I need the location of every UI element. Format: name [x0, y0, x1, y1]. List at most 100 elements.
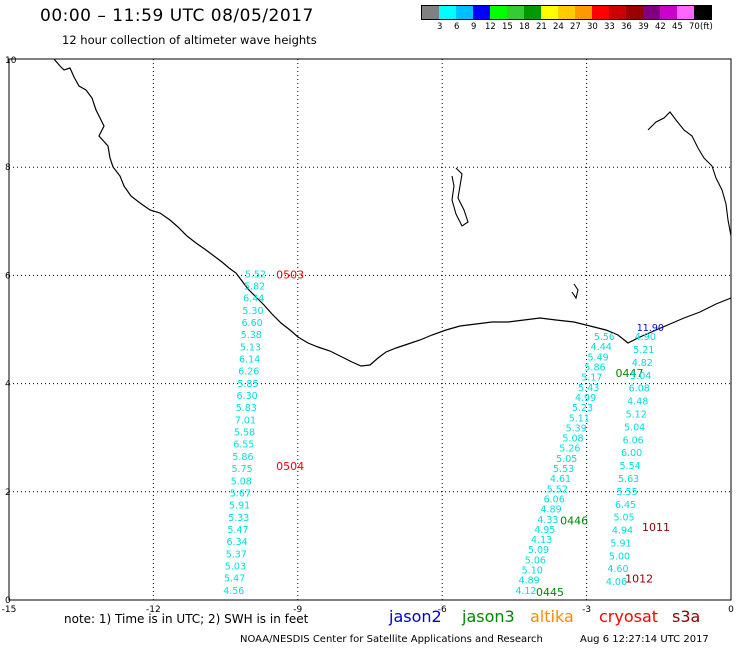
footer-timestamp: Aug 6 12:27:14 UTC 2017	[580, 634, 709, 645]
coastline-island	[451, 167, 469, 227]
wave-height-value: 4.82	[632, 358, 653, 369]
wave-height-value: 6.60	[242, 318, 263, 329]
wave-height-value: 6.55	[233, 440, 254, 451]
color-scale-swatch	[609, 6, 626, 19]
wave-height-value: 4.13	[531, 535, 552, 546]
wave-height-value: 5.05	[556, 454, 577, 465]
color-scale-swatch	[439, 6, 456, 19]
wave-height-value: 5.23	[572, 403, 593, 414]
wave-height-value: 5.67	[230, 488, 251, 499]
wave-height-value: 6.06	[544, 494, 565, 505]
wave-height-value: 6.08	[629, 384, 650, 395]
wave-height-value: 5.63	[618, 474, 639, 485]
wave-height-value: 4.12	[515, 586, 536, 597]
wave-height-value: 5.37	[226, 549, 247, 560]
color-scale-swatch	[456, 6, 473, 19]
wave-height-value: 5.00	[609, 551, 630, 562]
y-tick-label: 0	[5, 596, 11, 606]
color-scale-swatch	[422, 6, 439, 19]
wave-height-value: 5.08	[562, 434, 583, 445]
pass-time-label: 0503	[276, 268, 304, 281]
y-tick-label: 8	[5, 163, 11, 173]
color-scale-label: 6	[454, 22, 460, 32]
pass-time-label: 0447	[615, 367, 643, 380]
satellite-legend-cryosat: cryosat	[599, 607, 659, 626]
color-scale-label: 18	[519, 22, 530, 32]
color-scale-swatch	[694, 6, 711, 19]
wave-height-value: 6.00	[621, 448, 642, 459]
color-scale-label: 9	[471, 22, 477, 32]
wave-height-value: 5.08	[231, 476, 252, 487]
color-scale-label: 24	[553, 22, 564, 32]
wave-height-value: 6.30	[237, 391, 258, 402]
wave-height-value: 5.11	[569, 413, 590, 424]
chart-subtitle: 12 hour collection of altimeter wave hei…	[62, 33, 317, 47]
wave-height-value: 4.89	[540, 505, 561, 516]
color-scale-swatch	[677, 6, 694, 19]
color-scale-label: 21	[536, 22, 547, 32]
wave-height-value: 5.75	[232, 464, 253, 475]
color-scale-label: 30	[587, 22, 598, 32]
color-scale-label: 45	[672, 22, 683, 32]
wave-height-value: 6.14	[239, 355, 260, 366]
footer-credit: NOAA/NESDIS Center for Satellite Applica…	[240, 634, 543, 645]
wave-height-value: 6.06	[623, 435, 644, 446]
wave-height-value: 4.56	[223, 586, 244, 597]
wave-height-value: 5.06	[525, 555, 546, 566]
wave-height-value: 4.94	[612, 526, 633, 537]
wave-height-value: 6.44	[243, 294, 264, 305]
wave-height-value: 5.58	[234, 428, 255, 439]
y-tick-label: 6	[5, 271, 11, 281]
wave-height-value: 7.01	[235, 415, 256, 426]
wave-height-value: 4.89	[519, 576, 540, 587]
wave-height-value: 11.90	[637, 323, 664, 334]
pass-time-label: 1011	[642, 521, 670, 534]
x-tick-label: -3	[582, 605, 591, 615]
wave-height-value: 5.49	[588, 352, 609, 363]
wave-height-value: 4.33	[537, 515, 558, 526]
color-scale-swatch	[507, 6, 524, 19]
wave-height-value: 4.60	[607, 564, 628, 575]
chart-title: 00:00 – 11:59 UTC 08/05/2017	[40, 6, 314, 26]
wave-height-value: 5.13	[240, 342, 261, 353]
color-scale-swatch	[626, 6, 643, 19]
satellite-legend-jason2: jason2	[389, 607, 442, 626]
color-scale-swatch	[643, 6, 660, 19]
satellite-legend-jason3: jason3	[462, 607, 515, 626]
wave-height-value: 4.99	[575, 393, 596, 404]
color-scale-swatch	[541, 6, 558, 19]
color-scale-label: 33	[604, 22, 615, 32]
color-scale-label: 70	[689, 22, 700, 32]
wave-height-value: 5.55	[616, 487, 637, 498]
x-tick-label: -9	[293, 605, 302, 615]
wave-height-value: 5.26	[559, 444, 580, 455]
wave-height-value: 5.83	[236, 403, 257, 414]
wave-height-value: 5.04	[624, 422, 645, 433]
plot-frame	[8, 58, 732, 601]
color-scale-swatch	[660, 6, 677, 19]
wave-height-value: 5.12	[626, 409, 647, 420]
coastline-main	[53, 58, 732, 367]
y-tick-label: 10	[5, 56, 17, 66]
x-tick-label: -6	[438, 605, 447, 615]
wave-height-value: 6.34	[227, 537, 248, 548]
color-scale-label: 27	[570, 22, 581, 32]
wave-height-value: 5.39	[566, 423, 587, 434]
wave-height-value: 5.54	[620, 461, 641, 472]
footnote: note: 1) Time is in UTC; 2) SWH is in fe…	[64, 612, 309, 626]
wave-height-value: 5.10	[522, 566, 543, 577]
wave-height-value: 5.91	[229, 501, 250, 512]
color-scale-swatch	[575, 6, 592, 19]
color-scale-swatch	[490, 6, 507, 19]
satellite-legend-s3a: s3a	[672, 607, 701, 626]
color-scale-label: 36	[621, 22, 632, 32]
wave-height-value: 5.04	[630, 371, 651, 382]
wave-height-value: 6.45	[615, 500, 636, 511]
wave-height-value: 5.53	[553, 464, 574, 475]
wave-height-value: 5.03	[225, 561, 246, 572]
wave-height-value: 5.21	[633, 345, 654, 356]
y-tick-label: 2	[5, 488, 11, 498]
pass-time-label: 1012	[625, 572, 653, 585]
color-scale-legend: 3 6 9 12 15 18 21 24 27 30 33 36 39 42 45 70 (ft)	[421, 5, 713, 34]
wave-height-value: 5.43	[578, 383, 599, 394]
